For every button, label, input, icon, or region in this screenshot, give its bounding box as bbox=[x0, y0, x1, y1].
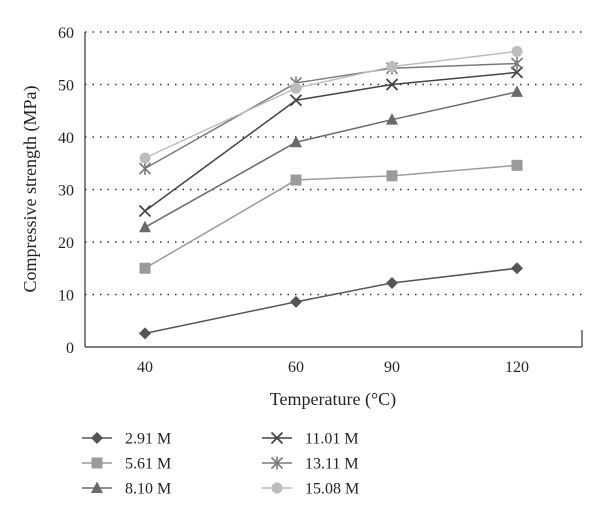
data-point bbox=[511, 85, 523, 97]
legend-item: 13.11 M bbox=[262, 456, 359, 473]
data-point bbox=[385, 78, 399, 91]
series-line bbox=[144, 71, 518, 212]
data-point bbox=[386, 113, 398, 125]
x-tick-label: 40 bbox=[137, 359, 153, 376]
data-point bbox=[290, 135, 302, 148]
series-line bbox=[144, 50, 518, 159]
legend-marker bbox=[91, 432, 103, 444]
data-point bbox=[289, 94, 303, 107]
x-tick-label: 60 bbox=[288, 359, 304, 376]
legend-label: 11.01 M bbox=[305, 431, 359, 448]
y-tick-label: 60 bbox=[58, 25, 74, 42]
legend: 2.91 M 5.61 M 8.10 M 11.01 M 13.11 M 15.08 M bbox=[82, 431, 359, 498]
legend-item: 2.91 M bbox=[82, 431, 171, 448]
data-point bbox=[511, 45, 523, 57]
data-point bbox=[510, 57, 524, 70]
data-point bbox=[138, 162, 152, 175]
grid-lines bbox=[85, 31, 582, 296]
series-11-01-m bbox=[138, 66, 524, 218]
legend-item: 11.01 M bbox=[262, 431, 359, 448]
data-point bbox=[386, 276, 398, 289]
data-point bbox=[386, 170, 398, 182]
data-point bbox=[139, 262, 151, 274]
y-tick-label: 50 bbox=[58, 78, 74, 95]
legend-marker bbox=[271, 482, 283, 494]
data-point bbox=[290, 82, 302, 94]
legend-marker bbox=[270, 431, 284, 445]
series-line bbox=[144, 164, 518, 269]
y-tick-label: 30 bbox=[58, 183, 74, 200]
series-group bbox=[138, 45, 524, 340]
data-point bbox=[510, 66, 524, 79]
data-point bbox=[386, 61, 398, 73]
legend-item: 5.61 M bbox=[82, 456, 171, 473]
legend-marker bbox=[270, 456, 284, 470]
y-tick-label: 10 bbox=[58, 288, 74, 305]
data-point bbox=[138, 204, 152, 218]
y-tick-labels: 0 10 20 30 40 50 60 bbox=[58, 25, 74, 357]
data-point bbox=[139, 327, 151, 340]
series-2-91-m bbox=[139, 262, 523, 340]
series-8-10-m bbox=[139, 85, 523, 233]
series-line bbox=[144, 62, 518, 170]
y-axis-title: Compressive strength (MPa) bbox=[20, 86, 41, 293]
legend-marker bbox=[91, 481, 103, 493]
data-point bbox=[290, 174, 302, 186]
series-15-08-m bbox=[139, 45, 523, 164]
data-point bbox=[290, 295, 302, 308]
x-tick-labels: 40 60 90 120 bbox=[137, 359, 529, 376]
legend-marker bbox=[91, 457, 103, 469]
legend-label: 15.08 M bbox=[305, 481, 359, 498]
y-tick-label: 40 bbox=[58, 130, 74, 147]
series-line bbox=[144, 91, 518, 228]
x-tick-label: 120 bbox=[505, 359, 529, 376]
data-point bbox=[139, 220, 151, 233]
data-point bbox=[511, 159, 523, 171]
y-tick-label: 20 bbox=[58, 235, 74, 252]
legend-label: 13.11 M bbox=[305, 456, 359, 473]
y-tick-label: 0 bbox=[66, 340, 74, 357]
x-axis-title: Temperature (°C) bbox=[270, 389, 396, 410]
legend-item: 8.10 M bbox=[82, 481, 171, 498]
legend-label: 5.61 M bbox=[125, 456, 171, 473]
data-point bbox=[139, 152, 151, 164]
axes bbox=[84, 32, 583, 348]
series-13-11-m bbox=[138, 57, 524, 175]
series-5-61-m bbox=[139, 159, 523, 274]
series-line bbox=[144, 267, 518, 335]
legend-label: 8.10 M bbox=[125, 481, 171, 498]
data-point bbox=[511, 262, 523, 275]
x-tick-label: 90 bbox=[384, 359, 400, 376]
legend-item: 15.08 M bbox=[262, 481, 359, 498]
legend-label: 2.91 M bbox=[125, 431, 171, 448]
